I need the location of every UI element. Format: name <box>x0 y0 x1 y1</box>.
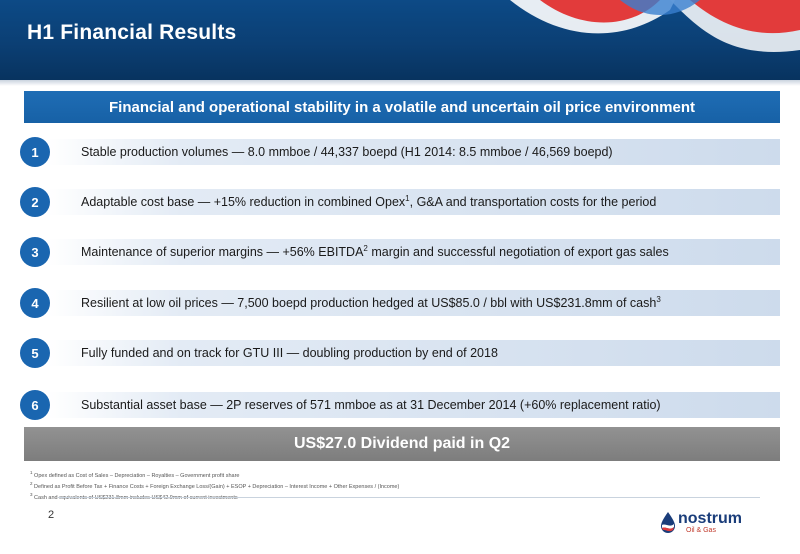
list-item: 5 Fully funded and on track for GTU III … <box>20 337 780 369</box>
page-title: H1 Financial Results <box>27 21 237 44</box>
item-number-badge: 6 <box>20 390 50 420</box>
list-item: 2 Adaptable cost base — +15% reduction i… <box>20 186 780 218</box>
footnote: 2 Defined as Profit Before Tax + Finance… <box>30 480 400 490</box>
footnote-ref: 1 <box>405 193 410 203</box>
item-bar <box>48 239 780 265</box>
item-bar <box>48 139 780 165</box>
item-bar <box>48 392 780 418</box>
dividend-banner: US$27.0 Dividend paid in Q2 <box>24 427 780 461</box>
list-item: 1 Stable production volumes — 8.0 mmboe … <box>20 136 780 168</box>
header-shadow <box>0 80 800 86</box>
flame-drop-icon <box>661 512 675 533</box>
footer-divider <box>58 497 760 498</box>
item-bar <box>48 290 780 316</box>
item-text: Resilient at low oil prices — 7,500 boep… <box>81 294 661 310</box>
item-number-badge: 5 <box>20 338 50 368</box>
header-bar: H1 Financial Results <box>0 0 800 80</box>
item-text: Substantial asset base — 2P reserves of … <box>81 398 661 412</box>
item-bar <box>48 340 780 366</box>
logo-subtitle: Oil & Gas <box>686 527 716 534</box>
list-item: 3 Maintenance of superior margins — +56%… <box>20 236 780 268</box>
item-text: Adaptable cost base — +15% reduction in … <box>81 193 657 209</box>
company-logo: nostrum Oil & Gas <box>660 510 750 538</box>
item-text: Maintenance of superior margins — +56% E… <box>81 243 669 259</box>
list-item: 6 Substantial asset base — 2P reserves o… <box>20 389 780 421</box>
headline-banner: Financial and operational stability in a… <box>24 91 780 123</box>
item-text: Stable production volumes — 8.0 mmboe / … <box>81 145 613 159</box>
footnote: 1 Opex defined as Cost of Sales – Deprec… <box>30 470 240 479</box>
item-number-badge: 1 <box>20 137 50 167</box>
page-number: 2 <box>48 509 55 521</box>
item-text: Fully funded and on track for GTU III — … <box>81 346 498 360</box>
item-number-badge: 2 <box>20 187 50 217</box>
logo-name: nostrum <box>678 510 742 527</box>
footnote-ref: 3 <box>656 294 661 304</box>
footnote-ref: 2 <box>363 243 368 253</box>
item-number-badge: 3 <box>20 237 50 267</box>
brand-swoosh-graphic <box>510 0 800 52</box>
list-item: 4 Resilient at low oil prices — 7,500 bo… <box>20 287 780 319</box>
item-number-badge: 4 <box>20 288 50 318</box>
item-bar <box>48 189 780 215</box>
